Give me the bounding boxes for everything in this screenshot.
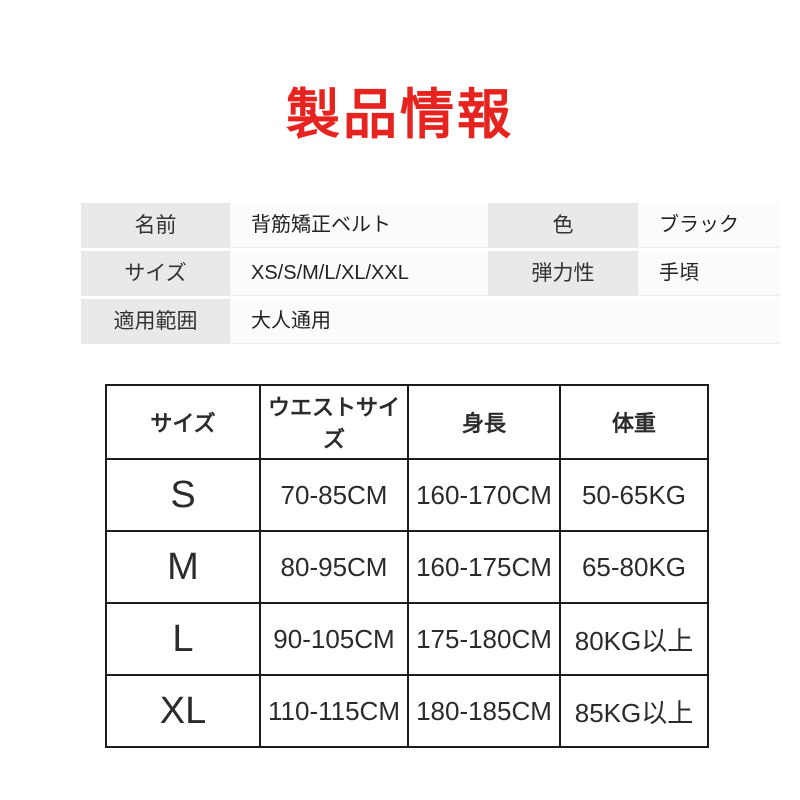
page-title: 製品情報	[286, 85, 514, 145]
size-cell-height: 160-170CM	[407, 458, 561, 532]
size-chart-header-size: サイズ	[105, 384, 261, 460]
size-cell-weight: 80KG以上	[559, 602, 709, 676]
size-cell-waist: 110-115CM	[259, 674, 409, 748]
size-cell-weight: 65-80KG	[559, 530, 709, 604]
spec-value-color: ブラック	[638, 203, 780, 248]
size-chart-row-s: S 70-85CM 160-170CM 50-65KG	[105, 458, 709, 532]
spec-row-applicable-range: 適用範囲 大人通用	[81, 299, 780, 344]
size-chart-table: サイズ ウエストサイズ 身長 体重 S 70-85CM 160-170CM 50…	[105, 384, 709, 748]
spec-value-applicable-range: 大人通用	[230, 299, 780, 344]
size-chart-header: サイズ ウエストサイズ 身長 体重	[105, 384, 709, 460]
spec-row-size-elasticity: サイズ XS/S/M/L/XL/XXL 弾力性 手頃	[81, 251, 780, 296]
spec-table: 名前 背筋矯正ベルト 色 ブラック サイズ XS/S/M/L/XL/XXL 弾力…	[81, 203, 780, 347]
spec-label-elasticity: 弾力性	[488, 251, 638, 296]
spec-label-color: 色	[488, 203, 638, 248]
size-chart-header-height: 身長	[407, 384, 561, 460]
size-chart-row-m: M 80-95CM 160-175CM 65-80KG	[105, 530, 709, 604]
size-cell-weight: 50-65KG	[559, 458, 709, 532]
size-chart-row-l: L 90-105CM 175-180CM 80KG以上	[105, 602, 709, 676]
spec-value-elasticity: 手頃	[638, 251, 780, 296]
size-cell-letter: L	[105, 602, 261, 676]
size-cell-letter: S	[105, 458, 261, 532]
size-chart-body: S 70-85CM 160-170CM 50-65KG M 80-95CM 16…	[105, 458, 709, 748]
size-cell-height: 175-180CM	[407, 602, 561, 676]
size-cell-height: 180-185CM	[407, 674, 561, 748]
size-cell-height: 160-175CM	[407, 530, 561, 604]
spec-value-size: XS/S/M/L/XL/XXL	[230, 251, 488, 296]
size-cell-waist: 70-85CM	[259, 458, 409, 532]
size-chart-header-weight: 体重	[559, 384, 709, 460]
spec-row-name-color: 名前 背筋矯正ベルト 色 ブラック	[81, 203, 780, 248]
size-cell-letter: XL	[105, 674, 261, 748]
spec-label-name: 名前	[81, 203, 230, 248]
size-cell-waist: 90-105CM	[259, 602, 409, 676]
size-cell-waist: 80-95CM	[259, 530, 409, 604]
spec-label-size: サイズ	[81, 251, 230, 296]
spec-label-applicable-range: 適用範囲	[81, 299, 230, 344]
size-cell-weight: 85KG以上	[559, 674, 709, 748]
size-chart-header-waist: ウエストサイズ	[259, 384, 409, 460]
spec-value-name: 背筋矯正ベルト	[230, 203, 488, 248]
size-chart-header-row: サイズ ウエストサイズ 身長 体重	[105, 384, 709, 460]
size-chart-row-xl: XL 110-115CM 180-185CM 85KG以上	[105, 674, 709, 748]
size-cell-letter: M	[105, 530, 261, 604]
